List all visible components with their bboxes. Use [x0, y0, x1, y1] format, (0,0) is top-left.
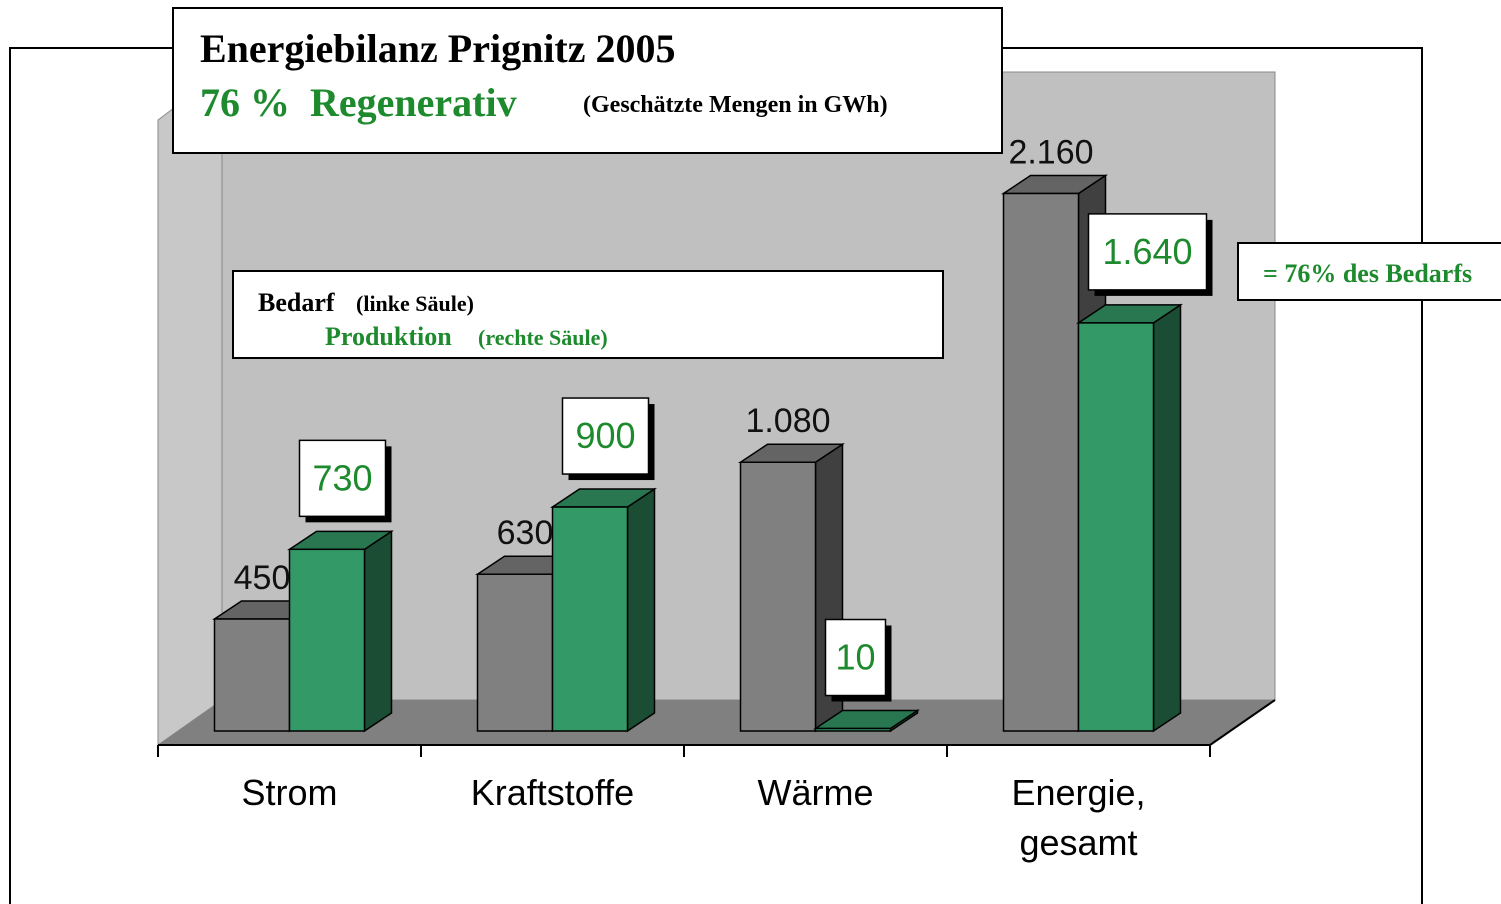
data-label: 1.080 — [745, 402, 830, 440]
annotation-box — [1237, 242, 1501, 301]
x-tick-label: Strom — [241, 772, 337, 813]
floor-edge — [1209, 699, 1276, 746]
x-tick-label: Wärme — [758, 772, 874, 813]
legend-box — [232, 270, 944, 359]
side-wall — [157, 71, 223, 746]
bar — [1002, 192, 1080, 732]
x-tick-label: Kraftstoffe — [471, 772, 634, 813]
data-label: 630 — [497, 514, 554, 552]
bar — [288, 548, 366, 732]
bar-side — [626, 487, 656, 733]
bar-side — [363, 529, 393, 733]
bar — [551, 506, 629, 732]
annotation: = 76% des Bedarfs — [1263, 259, 1472, 288]
x-tick-label: Energie, gesamt — [1011, 772, 1145, 863]
data-label: 900 — [575, 415, 635, 456]
data-label-box — [298, 439, 387, 518]
data-label: 450 — [234, 559, 291, 597]
bar-side — [1152, 303, 1182, 733]
data-label-box — [561, 397, 650, 475]
bar — [213, 618, 291, 732]
subtitle: 76 % Regenerativ — [200, 80, 517, 125]
data-label: 1.640 — [1102, 231, 1192, 272]
data-label-box — [824, 618, 887, 697]
legend-entry: Bedarf — [258, 288, 335, 317]
bar — [1077, 322, 1155, 732]
bar — [476, 573, 554, 732]
floor — [158, 700, 1275, 745]
chart-title: Energiebilanz Prignitz 2005 — [200, 26, 676, 71]
legend-entry: Produktion — [325, 322, 452, 351]
bar — [739, 461, 817, 732]
title-box — [172, 7, 1003, 154]
data-label: 10 — [835, 637, 875, 678]
legend-note: (rechte Säule) — [478, 325, 608, 350]
data-label: 730 — [312, 457, 372, 498]
legend-note: (linke Säule) — [356, 291, 474, 316]
data-label: 2.160 — [1008, 133, 1093, 171]
data-label-box — [1087, 213, 1208, 291]
bar — [814, 727, 892, 732]
subtitle-note: (Geschätzte Mengen in GWh) — [583, 92, 888, 118]
